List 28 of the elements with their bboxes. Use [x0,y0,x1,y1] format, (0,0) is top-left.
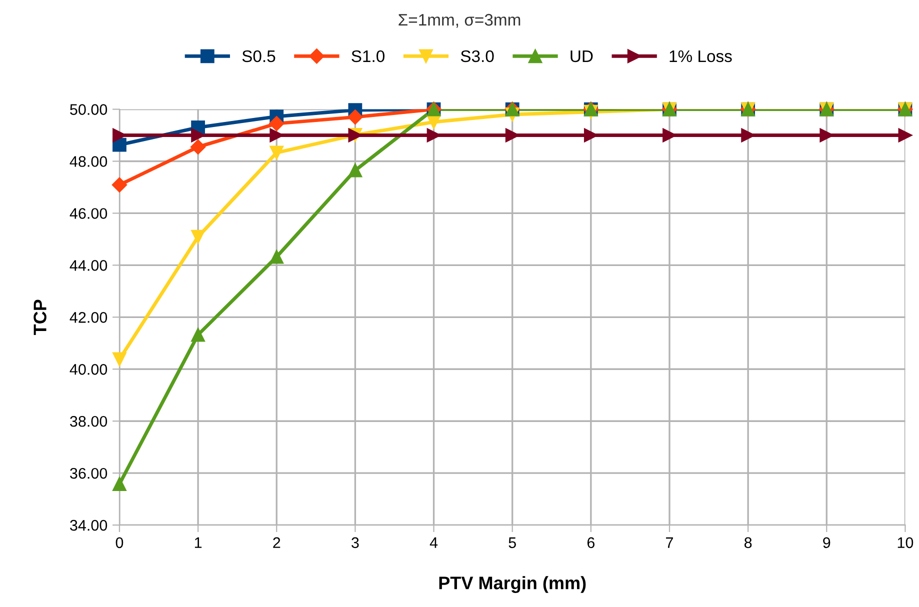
y-tick-label: 40.00 [70,364,108,375]
legend-label: UD [570,50,593,62]
legend-label: S3.0 [460,50,494,62]
x-axis-title: PTV Margin (mm) [439,576,586,594]
y-tick-label: 38.00 [70,416,108,427]
x-tick-label: 0 [116,537,124,548]
legend-label: S1.0 [352,50,384,62]
y-tick-label: 42.00 [70,312,108,323]
y-tick-label: 46.00 [70,208,108,219]
y-tick-label: 34.00 [70,520,108,531]
x-tick-label: 7 [666,537,673,548]
y-tick-label: 50.00 [70,104,108,115]
x-tick-label: 1 [194,537,202,548]
x-tick-label: 9 [823,537,830,548]
x-tick-label: 3 [352,537,359,548]
y-tick-label: 44.00 [70,260,108,271]
x-tick-label: 2 [273,537,280,548]
x-tick-label: 5 [508,537,516,548]
y-tick-label: 48.00 [70,156,108,167]
legend-label: S0.5 [242,50,276,62]
x-tick-label: 10 [898,537,914,548]
x-tick-label: 8 [744,537,752,548]
y-axis-title: TCP [34,300,46,336]
x-tick-label: 6 [587,537,594,548]
y-tick-label: 36.00 [70,468,108,479]
legend-label: 1% Loss [670,50,732,62]
x-tick-label: 4 [430,537,438,548]
chart-title: Σ=1mm, σ=3mm [398,14,520,28]
